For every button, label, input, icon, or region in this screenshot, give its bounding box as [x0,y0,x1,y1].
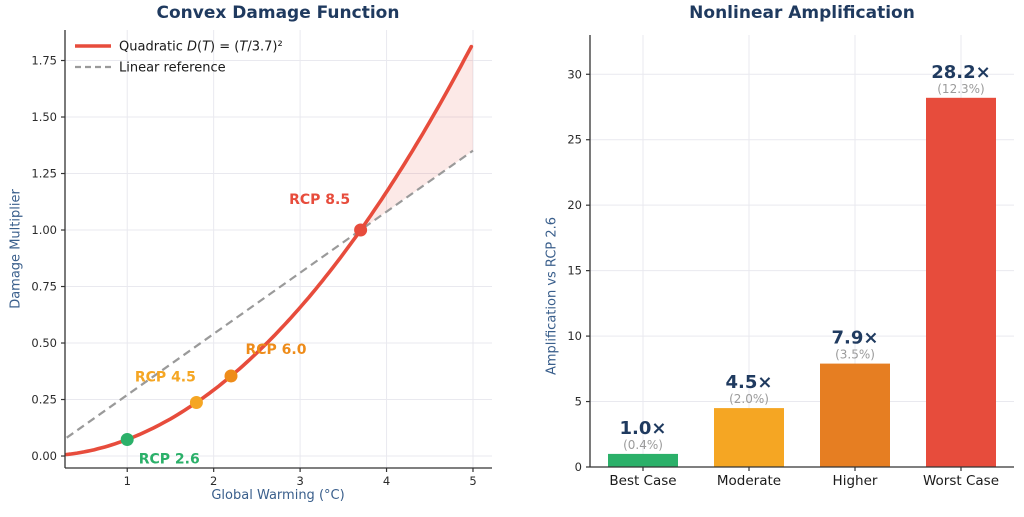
scenario-point-rcp-2.6 [120,433,134,446]
scenario-label: RCP 6.0 [245,342,306,358]
bar-higher [820,363,890,467]
y-tick-label: 0.00 [31,449,57,463]
legend-label: Linear reference [119,61,226,76]
y-tick-label: 25 [567,133,582,147]
linear-reference-line [66,149,474,439]
y-tick-label: 1.75 [31,54,57,68]
x-tick-label: 1 [124,474,131,488]
convexity-gap-fill [360,43,473,230]
bar-pct-label: (12.3%) [937,82,984,96]
bar-value-label: 4.5× [726,372,773,393]
quadratic-damage-curve [64,44,474,457]
y-tick-label: 15 [567,264,582,278]
bar-worst-case [926,97,996,468]
bar-value-label: 7.9× [832,328,879,349]
bar-pct-label: (3.5%) [835,348,875,362]
bar-best-case [608,453,678,467]
left-xlabel: Global Warming (°C) [211,488,345,503]
bar-pct-label: (2.0%) [729,392,769,406]
bar-pct-label: (0.4%) [623,438,663,452]
left-ylabel: Damage Multiplier [8,189,24,309]
y-tick-label: 10 [567,329,582,343]
scenario-point-rcp-4.5 [189,396,203,409]
bar-value-label: 1.0× [620,418,667,439]
bar-value-label: 28.2× [931,62,991,83]
category-label: Moderate [717,473,781,489]
bar-moderate [714,408,784,467]
x-tick-label: 4 [383,474,390,488]
right-chart-title: Nonlinear Amplification [689,3,915,23]
scenario-point-rcp-8.5 [354,223,368,237]
scenario-label: RCP 4.5 [135,369,196,385]
legend-label: Quadratic D(T) = (T/3.7)² [119,40,283,55]
right-ylabel: Amplification vs RCP 2.6 [544,216,560,376]
x-tick-label: 5 [469,474,476,488]
category-label: Worst Case [923,473,999,489]
scenario-label: RCP 2.6 [139,452,200,468]
x-tick-label: 2 [210,474,217,488]
left-chart-title: Convex Damage Function [156,3,400,23]
y-tick-label: 0.25 [31,393,57,407]
y-tick-label: 1.50 [31,110,57,124]
y-tick-label: 30 [567,67,582,81]
y-tick-label: 5 [575,395,582,409]
category-label: Best Case [609,473,676,489]
y-tick-label: 1.25 [31,167,57,181]
y-tick-label: 20 [567,198,582,212]
y-tick-label: 0.75 [31,280,57,294]
y-tick-label: 1.00 [31,223,57,237]
y-tick-label: 0.50 [31,336,57,350]
x-tick-label: 3 [296,474,303,488]
scenario-point-rcp-6.0 [224,369,238,383]
y-tick-label: 0 [575,460,582,474]
category-label: Higher [833,473,878,489]
scenario-label: RCP 8.5 [289,192,350,208]
